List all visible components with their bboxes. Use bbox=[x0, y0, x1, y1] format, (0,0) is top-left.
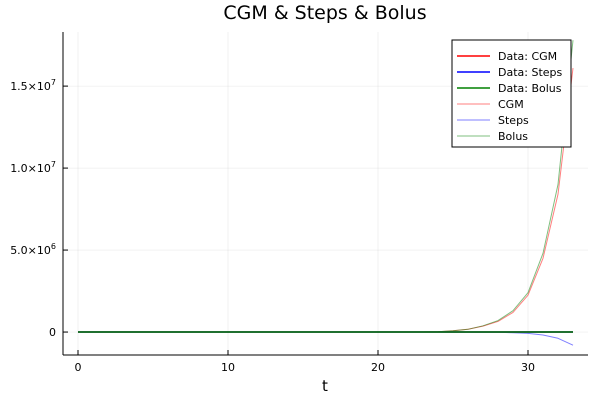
y-tick-label: 1.5×107 bbox=[10, 78, 56, 93]
y-tick-label: 1.0×107 bbox=[10, 160, 56, 175]
legend-entry: Data: CGM bbox=[498, 50, 557, 63]
y-tick-mantissa: 0 bbox=[49, 326, 56, 339]
legend-entry: Data: Steps bbox=[498, 66, 563, 79]
x-tick-label: 20 bbox=[371, 361, 385, 374]
x-tick-label: 30 bbox=[521, 361, 535, 374]
y-tick-mantissa: 1.5×10 bbox=[10, 80, 51, 93]
legend-box bbox=[451, 39, 572, 148]
legend-entry: Data: Bolus bbox=[498, 82, 562, 95]
legend: Data: CGM Data: Steps Data: Bolus CGM Steps B… bbox=[451, 39, 572, 148]
y-tick-mantissa: 1.0×10 bbox=[10, 162, 51, 175]
legend-entry: Bolus bbox=[498, 130, 528, 143]
chart-title: CGM & Steps & Bolus bbox=[223, 2, 426, 24]
legend-entry: Steps bbox=[498, 114, 529, 127]
legend-entry: CGM bbox=[498, 98, 524, 111]
x-axis-title: t bbox=[322, 377, 328, 395]
y-tick-mantissa: 5.0×10 bbox=[10, 244, 51, 257]
plot-series bbox=[78, 40, 574, 346]
y-tick-exponent: 7 bbox=[51, 78, 56, 87]
y-tick-label: 5.0×106 bbox=[10, 242, 56, 257]
y-tick-label: 0 bbox=[49, 326, 56, 339]
x-tick-label: 10 bbox=[221, 361, 235, 374]
y-tick-exponent: 6 bbox=[51, 242, 56, 251]
y-tick-exponent: 7 bbox=[51, 160, 56, 169]
x-tick-label: 0 bbox=[75, 361, 82, 374]
